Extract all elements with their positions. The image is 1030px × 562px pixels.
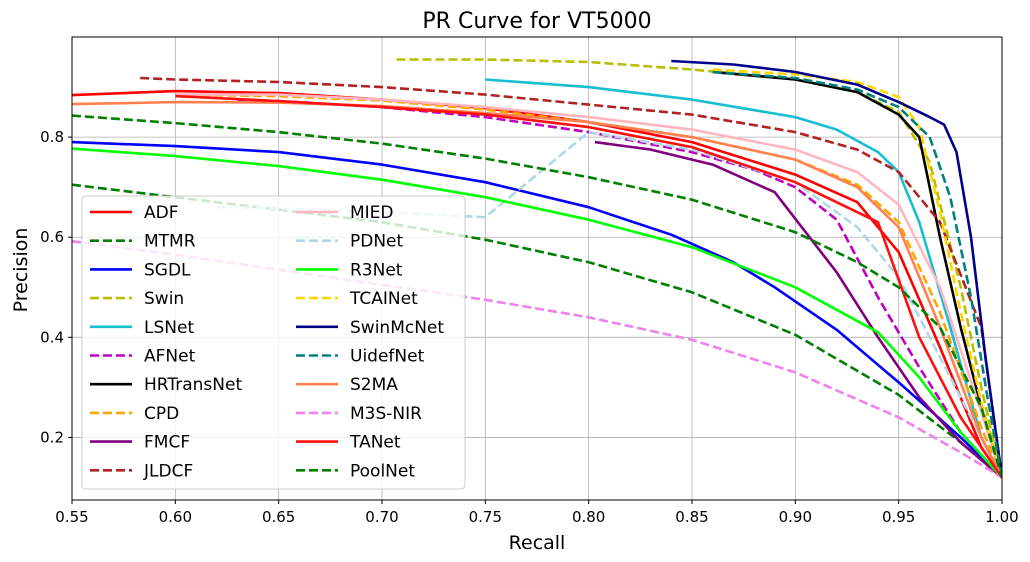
- series-line-tanet: [175, 94, 1002, 479]
- series-line-tcainet: [712, 68, 1002, 478]
- legend-label: HRTransNet: [144, 375, 242, 395]
- legend-label: AFNet: [144, 347, 196, 367]
- x-tick-label: 0.55: [55, 508, 88, 526]
- x-tick-label: 0.70: [365, 508, 398, 526]
- y-tick-label: 0.6: [40, 228, 64, 246]
- series-line-adf: [72, 89, 1002, 479]
- legend-label: ADF: [144, 203, 179, 223]
- legend-label: S2MA: [350, 375, 398, 395]
- legend-label: Swin: [144, 289, 184, 309]
- legend-label: R3Net: [350, 260, 403, 280]
- x-tick-label: 1.00: [985, 508, 1018, 526]
- legend-label: FMCF: [144, 433, 190, 453]
- legend-label: SGDL: [144, 260, 191, 280]
- legend-label: JLDCF: [143, 461, 193, 481]
- x-tick-label: 0.90: [779, 508, 812, 526]
- legend-label: PoolNet: [350, 461, 415, 481]
- series-line-s2ma: [72, 100, 1002, 479]
- legend-label: UidefNet: [350, 347, 425, 367]
- series-line-swinmcnet: [671, 59, 1002, 478]
- x-tick-label: 0.65: [262, 508, 295, 526]
- y-tick-label: 0.8: [40, 128, 64, 146]
- x-tick-label: 0.75: [469, 508, 502, 526]
- x-tick-label: 0.60: [159, 508, 192, 526]
- legend-label: MIED: [350, 203, 394, 223]
- legend-label: TCAINet: [349, 289, 418, 309]
- x-axis-label: Recall: [509, 532, 566, 554]
- series-line-poolnet: [72, 114, 1002, 478]
- y-tick-label: 0.2: [40, 428, 64, 446]
- y-tick-label: 0.4: [40, 328, 64, 346]
- ticks: 0.55 0.60 0.65 0.70 0.75 0.80 0.85 0.90 0.95 1.00…: [40, 128, 1019, 526]
- series-lines: [72, 58, 1002, 479]
- legend-label: PDNet: [350, 232, 404, 252]
- plot-frame: [71, 36, 1003, 501]
- legend: ADF MTMR SGDL Swin LSNet AFNet HRTransNet CPD FM…: [81, 195, 466, 490]
- legend-box: [81, 195, 466, 490]
- legend-label: LSNet: [144, 318, 194, 338]
- x-tick-label: 0.85: [675, 508, 708, 526]
- legend-label: MTMR: [144, 232, 196, 252]
- series-line-sgdl: [72, 140, 1002, 479]
- series-line-jldcf: [140, 76, 1002, 478]
- legend-label: M3S-NIR: [350, 404, 422, 424]
- legend-label: TANet: [349, 433, 401, 453]
- chart-title: PR Curve for VT5000: [422, 9, 651, 34]
- x-tick-label: 0.95: [882, 508, 915, 526]
- series-line-mied: [175, 93, 1002, 478]
- x-tick-label: 0.80: [572, 508, 605, 526]
- series-line-r3net: [72, 147, 1002, 479]
- legend-label: SwinMcNet: [350, 318, 444, 338]
- series-line-hrtransnet: [712, 70, 1002, 478]
- y-axis-label: Precision: [10, 228, 32, 313]
- series-line-fmcf: [594, 140, 1002, 479]
- series-line-lsnet: [485, 78, 1002, 479]
- legend-label: CPD: [144, 404, 179, 424]
